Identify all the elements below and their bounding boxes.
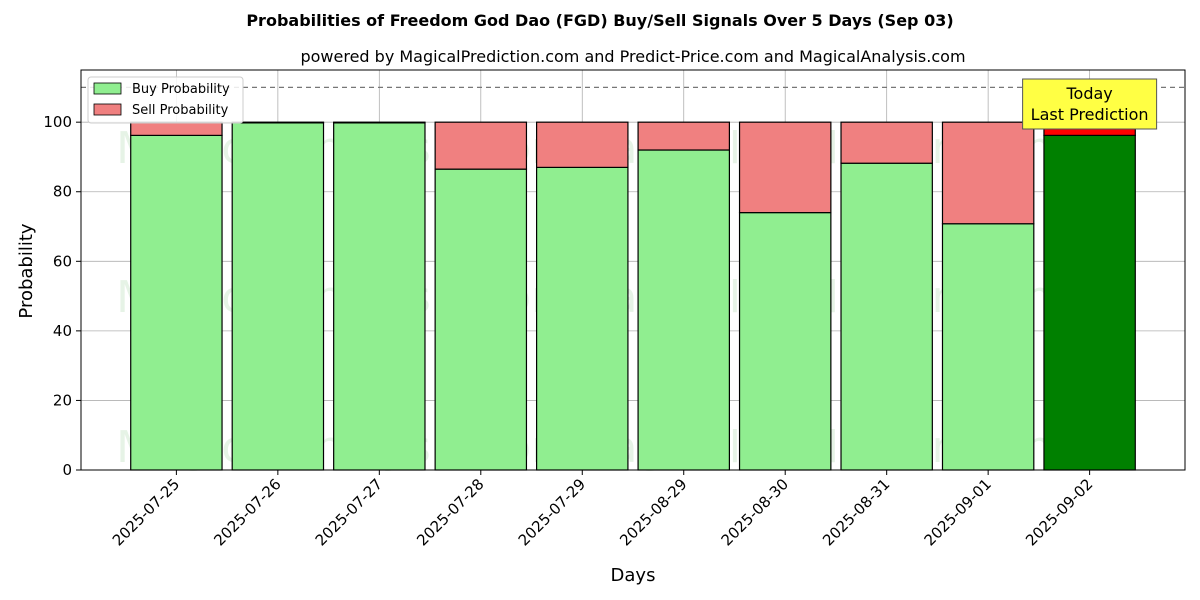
- y-tick-label: 100: [43, 113, 72, 131]
- buy-bar: [941, 223, 1035, 471]
- annotation-text: Last Prediction: [1031, 105, 1149, 124]
- chart-subtitle: powered by MagicalPrediction.com and Pre…: [300, 47, 965, 66]
- y-tick-label: 0: [62, 461, 72, 479]
- y-tick-label: 80: [53, 183, 72, 201]
- legend-swatch: [93, 82, 122, 95]
- y-tick-label: 40: [53, 322, 72, 340]
- y-axis-label: Probability: [16, 223, 37, 318]
- plot-area: MagicalAnalysis.comMagicalPrediction.com…: [43, 69, 1186, 549]
- legend-label: Buy Probability: [132, 82, 230, 97]
- chart-title: Probabilities of Freedom God Dao (FGD) B…: [246, 11, 953, 30]
- sell-bar: [130, 121, 223, 136]
- buy-bar: [738, 212, 832, 471]
- sell-bar: [941, 121, 1035, 225]
- x-tick-label: 2025-08-30: [718, 475, 792, 549]
- x-tick-label: 2025-07-26: [210, 475, 284, 549]
- sell-bar: [840, 121, 933, 164]
- x-tick-label: 2025-07-29: [515, 475, 589, 549]
- x-tick-label: 2025-09-01: [921, 475, 995, 549]
- buy-bar: [637, 149, 730, 471]
- x-tick-label: 2025-07-28: [413, 475, 487, 549]
- x-tick-label: 2025-08-31: [819, 475, 893, 549]
- buy-bar: [434, 168, 528, 471]
- sell-bar: [738, 121, 832, 214]
- buy-bar: [130, 134, 223, 471]
- x-axis-label: Days: [611, 565, 656, 586]
- x-tick-label: 2025-08-29: [616, 475, 690, 549]
- annotation-box: [1022, 78, 1158, 130]
- sell-bar: [231, 121, 325, 124]
- x-tick-label: 2025-07-25: [109, 475, 183, 549]
- legend-swatch: [93, 103, 122, 116]
- buy-bar: [536, 166, 629, 471]
- buy-bar: [333, 122, 426, 471]
- annotation-text: Today: [1065, 84, 1112, 103]
- x-tick-label: 2025-07-27: [312, 475, 386, 549]
- x-tick-label: 2025-09-02: [1022, 475, 1096, 549]
- legend-box: [87, 76, 244, 124]
- today-annotation: Today Last Prediction: [1022, 78, 1158, 130]
- plot-frame: [80, 69, 1186, 471]
- sell-bar: [434, 121, 528, 170]
- buy-bar: [231, 122, 325, 471]
- buy-bar: [1043, 134, 1136, 471]
- y-tick-label: 20: [53, 391, 72, 409]
- legend: Buy Probability Sell Probability: [87, 76, 244, 124]
- buy-bar: [840, 162, 933, 471]
- y-tick-label: 60: [53, 252, 72, 270]
- legend-label: Sell Probability: [132, 103, 229, 118]
- sell-bar: [637, 121, 730, 151]
- sell-bar: [536, 121, 629, 168]
- sell-bar: [333, 121, 426, 124]
